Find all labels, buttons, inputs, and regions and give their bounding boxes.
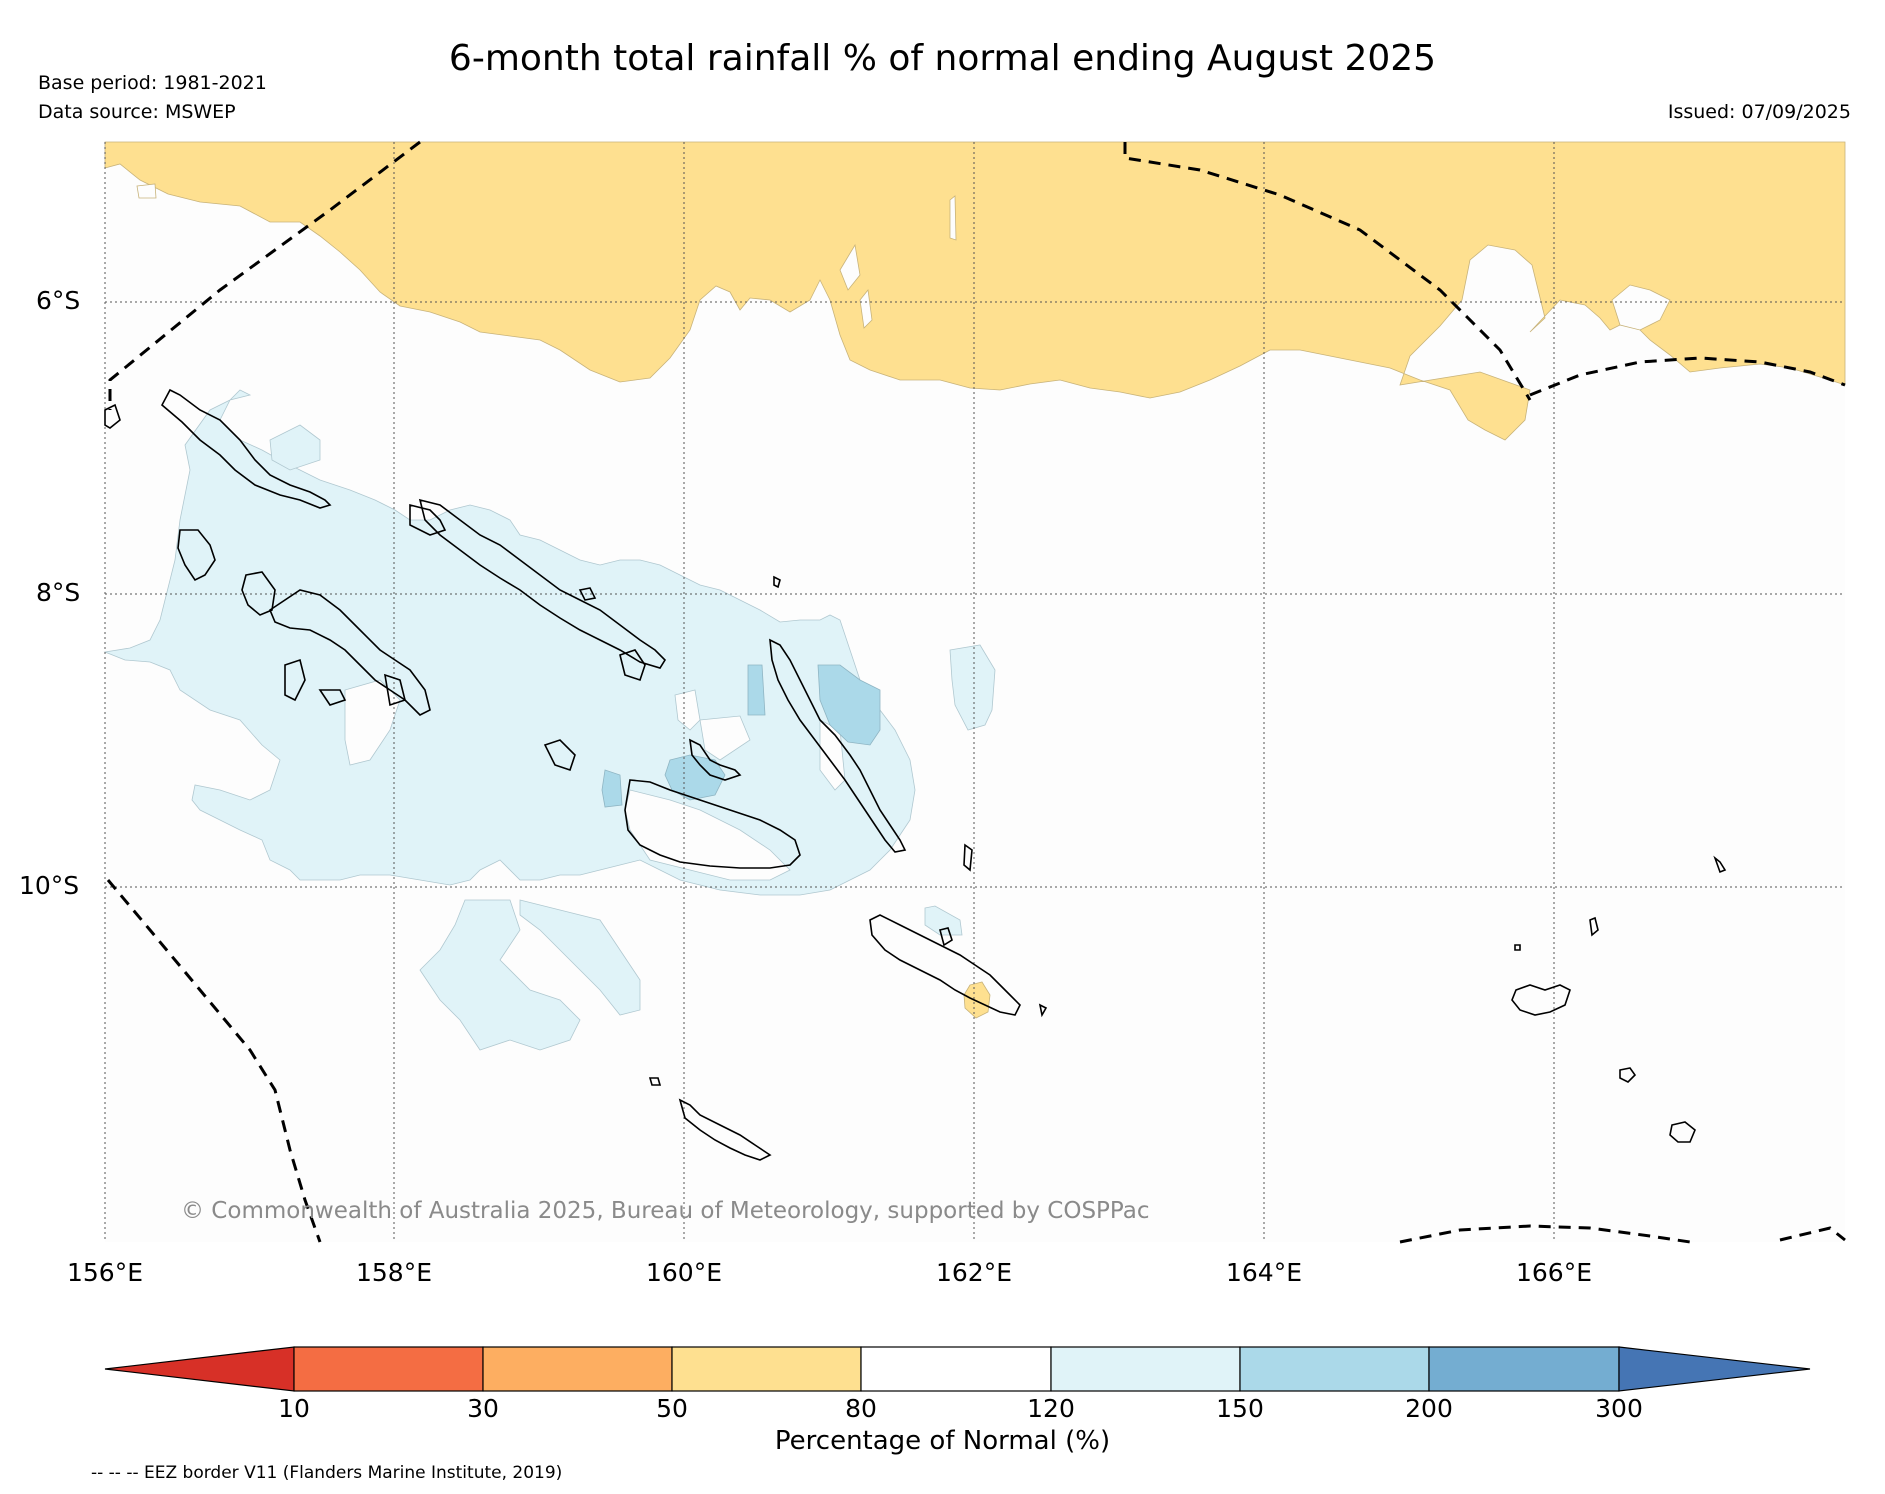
colorbar-extend-high — [1618, 1346, 1811, 1392]
copyright-notice: © Commonwealth of Australia 2025, Bureau… — [181, 1198, 1150, 1224]
eez-border — [106, 140, 1846, 1244]
colorbar-tick: 200 — [1405, 1394, 1453, 1423]
colorbar-tick: 10 — [278, 1394, 310, 1423]
colorbar-tick: 80 — [845, 1394, 877, 1423]
eez-legend-note: -- -- -- EEZ border V11 (Flanders Marine… — [91, 1463, 563, 1483]
base-period-text: Base period: 1981-2021 — [38, 72, 267, 94]
colorbar-bin-50-80 — [671, 1346, 862, 1392]
coastlines — [104, 388, 1727, 1161]
colorbar-tick: 30 — [467, 1394, 499, 1423]
lon-label-164e: 164°E — [1225, 1258, 1303, 1287]
lon-label-166e: 166°E — [1515, 1258, 1593, 1287]
lat-label-10s: 10°S — [19, 871, 80, 900]
colorbar-bin-30-50 — [482, 1346, 673, 1392]
colorbar — [104, 1346, 1811, 1392]
colorbar-extend-low — [104, 1346, 295, 1392]
data-source-text: Data source: MSWEP — [38, 101, 236, 123]
lon-label-160e: 160°E — [645, 1258, 723, 1287]
lat-label-6s: 6°S — [36, 286, 81, 315]
colorbar-tick: 120 — [1027, 1394, 1075, 1423]
issued-date: Issued: 07/09/2025 — [1667, 101, 1851, 123]
lat-label-8s: 8°S — [36, 578, 81, 607]
lon-label-158e: 158°E — [355, 1258, 433, 1287]
lon-label-156e: 156°E — [66, 1258, 144, 1287]
moderate-above-normal-patch — [817, 664, 881, 746]
colorbar-tick: 50 — [656, 1394, 688, 1423]
colorbar-label: Percentage of Normal (%) — [774, 1426, 1111, 1456]
colorbar-bin-10-30 — [293, 1346, 484, 1392]
colorbar-bin-200-300 — [1428, 1346, 1620, 1392]
colorbar-tick: 300 — [1595, 1394, 1643, 1423]
graticule — [104, 142, 1845, 1242]
colorbar-bin-80-120 — [860, 1346, 1052, 1392]
map-title: 6-month total rainfall % of normal endin… — [448, 38, 1437, 79]
lon-label-162e: 162°E — [935, 1258, 1013, 1287]
colorbar-bin-120-150 — [1050, 1346, 1241, 1392]
colorbar-bin-150-200 — [1239, 1346, 1430, 1392]
below-normal-region — [104, 141, 1846, 441]
colorbar-tick: 150 — [1216, 1394, 1264, 1423]
